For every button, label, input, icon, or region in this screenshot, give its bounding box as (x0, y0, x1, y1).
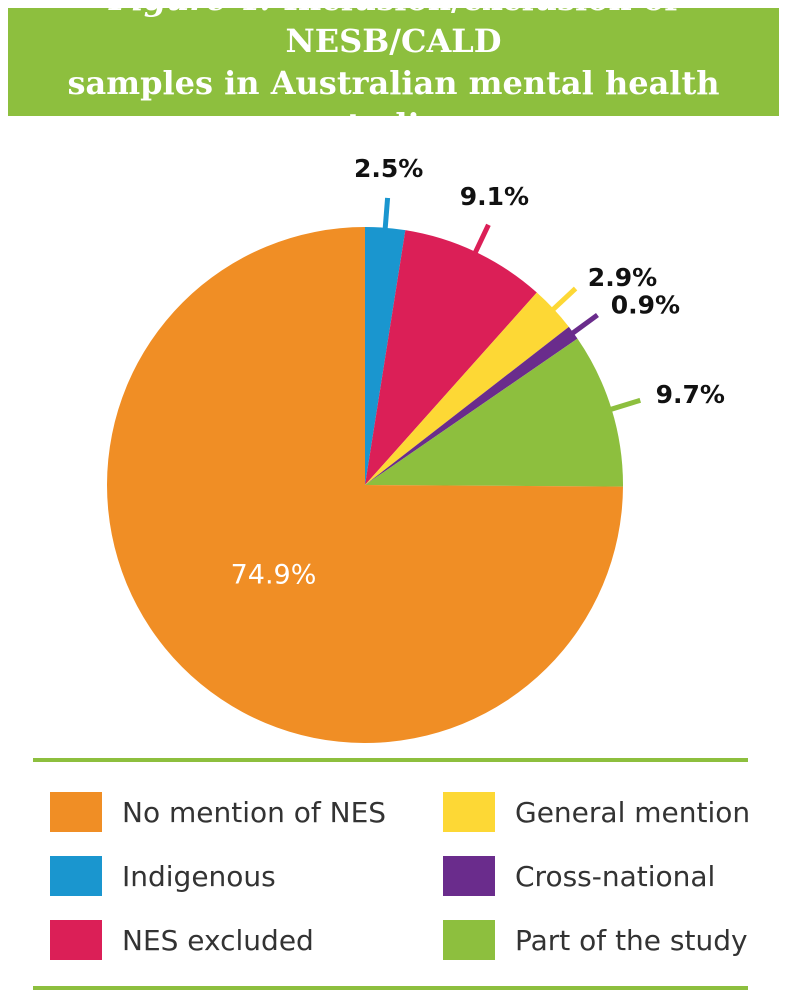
legend-top-rule (33, 758, 748, 762)
legend-label-no-mention: No mention of NES (122, 795, 387, 829)
pie-leader-cross-national (568, 312, 599, 338)
legend-swatch-general-mention (443, 792, 495, 832)
legend-bottom-rule (33, 986, 748, 990)
legend-item-general-mention: General mention (443, 788, 750, 836)
pie-label-part-of-the-study: 9.7% (656, 380, 725, 409)
pie-label-indigenous: 2.5% (354, 154, 423, 183)
title-banner: Figure 4: Inclusion/exclusion of NESB/CA… (8, 0, 779, 144)
legend-item-no-mention: No mention of NES (50, 788, 386, 836)
legend-item-part-of-study: Part of the study (443, 916, 748, 964)
legend-label-part-of-study: Part of the study (515, 923, 748, 957)
legend-item-nes-excluded: NES excluded (50, 916, 314, 964)
pie-slice-cross-national (365, 326, 578, 485)
figure-label: Figure 4: (109, 0, 272, 18)
pie-label-nes-excluded: 9.1% (460, 182, 529, 211)
pie-slice-part-of-the-study (365, 338, 624, 487)
title-text-line-2: samples in Australian mental health stud… (67, 64, 720, 144)
pie-slice-nes-excluded (365, 230, 537, 485)
pie-slice-general-mention (365, 292, 569, 485)
pie-slice-no-mention-of-nes (107, 226, 623, 743)
pie-label-no-mention-of-nes: 74.9% (231, 559, 317, 590)
legend-item-indigenous: Indigenous (50, 852, 276, 900)
legend: No mention of NES Indigenous NES exclude… (50, 780, 750, 980)
pie-leader-part-of-the-study (607, 397, 642, 413)
legend-label-cross-national: Cross-national (515, 859, 716, 893)
pie-slice-indigenous (365, 227, 406, 485)
legend-item-cross-national: Cross-national (443, 852, 715, 900)
legend-swatch-nes-excluded (50, 920, 102, 960)
legend-swatch-part-of-study (443, 920, 495, 960)
pie-leader-indigenous (382, 197, 391, 232)
title-line-1: Figure 4: Inclusion/exclusion of NESB/CA… (8, 0, 779, 62)
legend-label-indigenous: Indigenous (122, 859, 276, 893)
pie-leader-general-mention (548, 286, 578, 314)
pie-leader-nes-excluded (471, 223, 491, 257)
legend-label-general-mention: General mention (515, 795, 751, 829)
pie-label-cross-national: 0.9% (611, 291, 680, 320)
legend-swatch-cross-national (443, 856, 495, 896)
title-text-line-1: Inclusion/exclusion of NESB/CALD (283, 0, 678, 60)
legend-label-nes-excluded: NES excluded (122, 923, 314, 957)
legend-swatch-no-mention (50, 792, 102, 832)
legend-swatch-indigenous (50, 856, 102, 896)
pie-label-general-mention: 2.9% (588, 263, 657, 292)
pie-chart: 2.5% 9.1% 2.9%0.9% 9.7% 74.9% (107, 154, 725, 743)
